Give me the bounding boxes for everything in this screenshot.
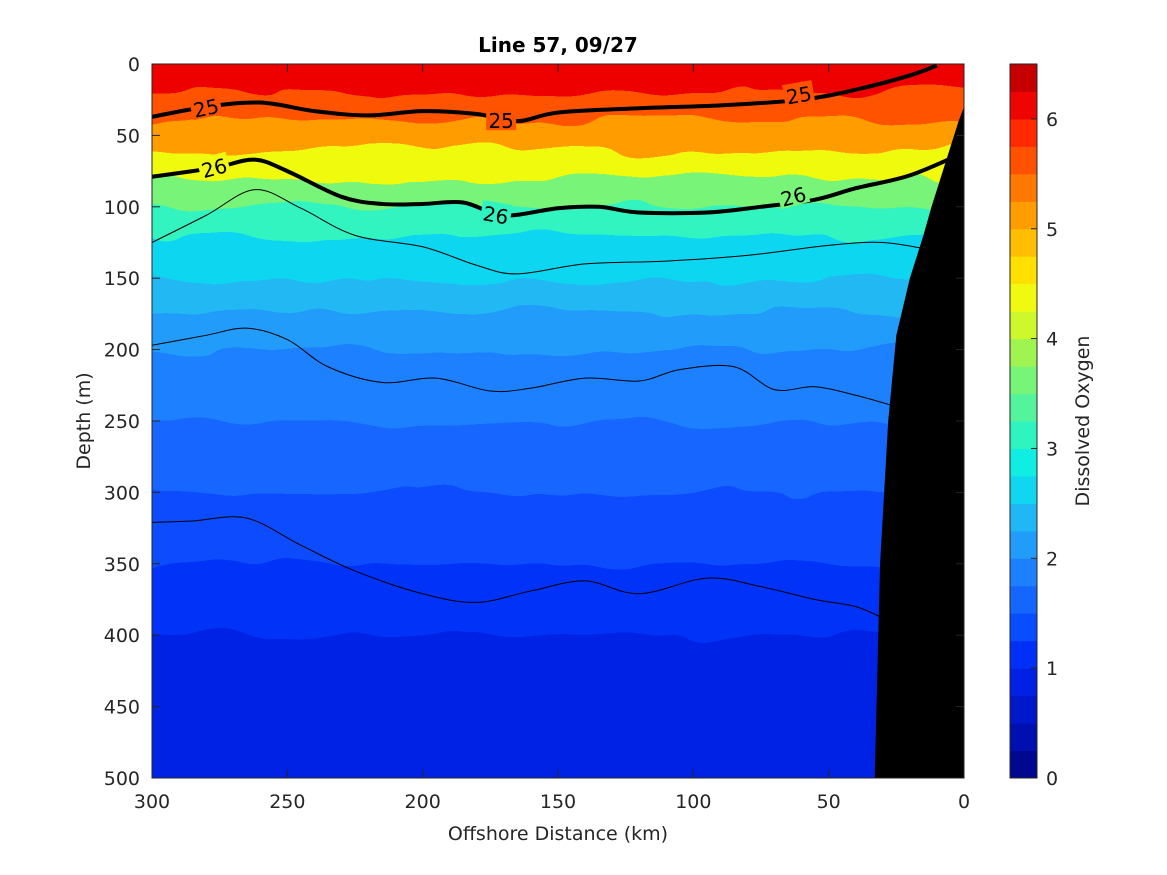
colorbar-band xyxy=(1010,558,1037,587)
contour-label-5: 26 xyxy=(775,180,811,212)
colorbar-band xyxy=(1010,311,1037,340)
colorbar-band xyxy=(1010,668,1037,697)
colorbar-frame xyxy=(1009,63,1038,779)
contour-label-2: 25 xyxy=(781,80,816,109)
colorbar-band xyxy=(1010,173,1037,202)
density-contour-2 xyxy=(152,189,938,275)
density-contour-4 xyxy=(152,516,883,619)
colorbar-tick-label: 5 xyxy=(1046,219,1058,241)
colorbar-label: Dissolved Oxygen xyxy=(1072,336,1094,507)
contour-label-text: 25 xyxy=(784,81,813,109)
continental-shelf-mask xyxy=(874,106,964,778)
contour-label-text: 26 xyxy=(481,201,510,229)
x-tick-label: 100 xyxy=(675,791,711,813)
x-axis-label: Offshore Distance (km) xyxy=(448,823,668,845)
colorbar-tick-label: 1 xyxy=(1046,658,1058,680)
y-tick-label: 100 xyxy=(104,197,140,219)
y-tick-label: 0 xyxy=(128,54,140,76)
colorbar-band xyxy=(1010,421,1037,449)
colorbar-band xyxy=(1010,338,1037,367)
colorbar-band xyxy=(1010,228,1037,257)
colorbar-tick-label: 6 xyxy=(1046,109,1058,131)
colorbar-tick-label: 2 xyxy=(1046,548,1058,570)
colorbar-band xyxy=(1010,723,1037,752)
colorbar-band xyxy=(1010,448,1037,477)
y-tick-label: 50 xyxy=(116,125,140,147)
contour-label-text: 25 xyxy=(191,94,221,123)
colorbar xyxy=(1009,63,1038,779)
y-tick-label: 250 xyxy=(104,411,140,433)
x-tick-label: 0 xyxy=(958,791,970,813)
y-tick-label: 300 xyxy=(104,482,140,504)
y-axis: 0 50 100 150 200 250 300 350 400 450 500 xyxy=(104,54,964,790)
contour-label-4: 26 xyxy=(479,199,513,229)
colorbar-band xyxy=(1010,503,1037,532)
y-tick-label: 200 xyxy=(104,340,140,362)
contour-label-0: 25 xyxy=(188,92,223,123)
colorbar-band xyxy=(1010,91,1037,120)
y-tick-label: 400 xyxy=(104,625,140,647)
x-tick-label: 50 xyxy=(817,791,841,813)
colorbar-tick-label: 0 xyxy=(1046,768,1058,790)
colorbar-band xyxy=(1010,118,1037,147)
colorbar-band xyxy=(1010,256,1037,285)
y-tick-label: 350 xyxy=(104,554,140,576)
colorbar-tick-label: 4 xyxy=(1046,329,1058,351)
density-contour-0 xyxy=(152,64,938,124)
x-tick-label: 250 xyxy=(269,791,305,813)
contour-label-1: 25 xyxy=(486,108,517,133)
colorbar-band xyxy=(1010,283,1037,312)
colorbar-band xyxy=(1010,530,1037,559)
contour-label-text: 25 xyxy=(488,109,513,133)
colorbar-band xyxy=(1010,750,1037,779)
colorbar-band xyxy=(1010,393,1037,422)
colorbar-band xyxy=(1010,366,1037,395)
colorbar-band xyxy=(1010,201,1037,230)
colorbar-band xyxy=(1010,475,1037,504)
colorbar-band xyxy=(1010,640,1037,669)
x-tick-label: 200 xyxy=(405,791,441,813)
y-tick-label: 150 xyxy=(104,268,140,290)
y-tick-label: 500 xyxy=(104,768,140,790)
colorbar-band xyxy=(1010,613,1037,642)
colorbar-band xyxy=(1010,64,1037,92)
colorbar-ticks: 0 1 2 3 4 5 6 xyxy=(1031,109,1058,790)
x-tick-label: 300 xyxy=(134,791,170,813)
x-tick-label: 150 xyxy=(540,791,576,813)
colorbar-band xyxy=(1010,695,1037,724)
colorbar-band xyxy=(1010,585,1037,614)
plot-fill xyxy=(152,64,964,778)
chart-title: Line 57, 09/27 xyxy=(478,33,638,57)
density-contour-3 xyxy=(152,327,897,408)
colorbar-tick-label: 3 xyxy=(1046,438,1058,460)
y-tick-label: 450 xyxy=(104,697,140,719)
y-axis-label: Depth (m) xyxy=(73,372,95,469)
x-axis: 300 250 200 150 100 50 0 xyxy=(134,64,970,813)
colorbar-band xyxy=(1010,146,1037,175)
